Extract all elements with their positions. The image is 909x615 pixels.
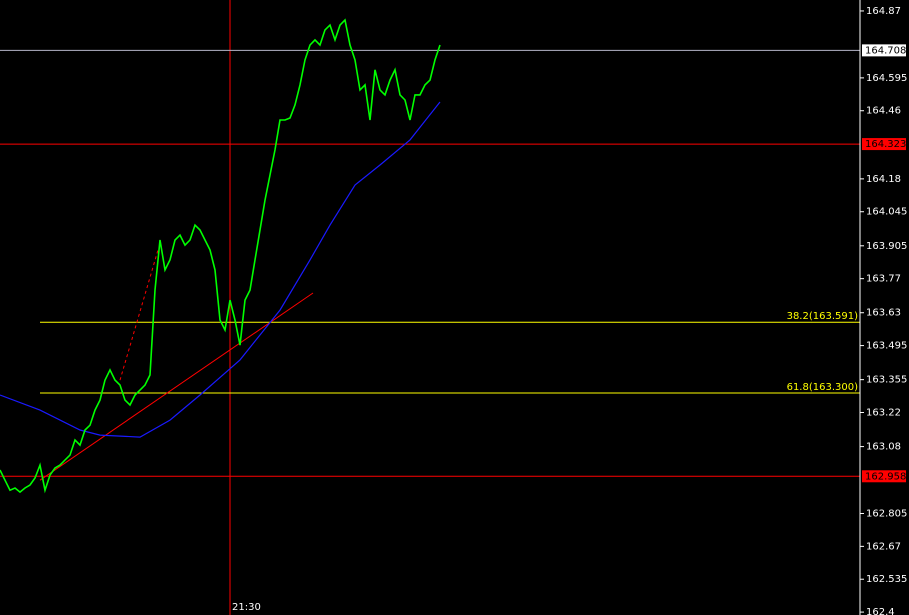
- y-tick-label: 164.87: [866, 6, 901, 17]
- price-level-box: [862, 138, 906, 151]
- price-level-label: 164.323: [865, 139, 906, 150]
- price-level-label: 164.708: [865, 45, 906, 56]
- y-tick-label: 163.08: [866, 442, 901, 453]
- price-level-label: 162.958: [865, 471, 906, 482]
- y-tick-label: 163.905: [866, 241, 907, 252]
- moving-average: [0, 101, 441, 438]
- y-tick-label: 162.535: [866, 574, 907, 585]
- fib-label: 38.2(163.591): [787, 311, 859, 322]
- y-tick-label: 162.67: [866, 541, 901, 552]
- price-line: [0, 18, 441, 494]
- trend-line: [119, 249, 159, 381]
- y-tick-label: 163.63: [866, 308, 901, 319]
- y-tick-label: 163.355: [866, 375, 907, 386]
- x-tick-label: 21:30: [232, 602, 261, 613]
- y-tick-label: 164.18: [866, 174, 901, 185]
- y-tick-label: 164.595: [866, 73, 907, 84]
- y-tick-label: 163.77: [866, 274, 901, 285]
- price-level-box: [862, 44, 906, 57]
- y-tick-label: 164.46: [866, 106, 901, 117]
- axis-panel: [860, 0, 909, 615]
- y-tick-label: 162.805: [866, 509, 907, 520]
- y-tick-label: 163.495: [866, 341, 907, 352]
- y-tick-label: 164.045: [866, 207, 907, 218]
- price-level-box: [862, 470, 906, 483]
- trend-line: [39, 292, 314, 481]
- fib-label: 61.8(163.300): [787, 382, 859, 393]
- y-tick-label: 163.22: [866, 408, 901, 419]
- y-tick-label: 162.4: [866, 607, 895, 615]
